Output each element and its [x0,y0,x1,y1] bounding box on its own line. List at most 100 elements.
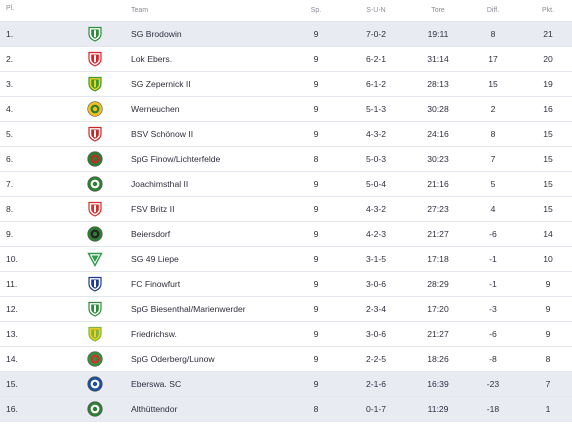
rank-cell: 7. [6,179,14,189]
rank-cell: 1. [6,29,14,39]
team-name[interactable]: SG 49 Liepe [131,254,179,264]
points: 9 [545,329,551,339]
games-played: 8 [313,404,319,414]
win-draw-loss: 4-3-2 [365,204,387,214]
table-row[interactable]: 7. Joachimsthal II 9 5-0-4 21:16 5 15 [0,172,572,197]
goal-difference: -1 [489,254,497,264]
team-name[interactable]: Friedrichsw. [131,329,177,339]
goals: 19:11 [427,29,449,39]
win-draw-loss: 6-1-2 [365,79,387,89]
goals: 31:14 [427,54,449,64]
team-name[interactable]: Beiersdorf [131,229,171,239]
table-row[interactable]: 13. Friedrichsw. 9 3-0-6 21:27 -6 9 [0,322,572,347]
team-crest-cell [85,147,105,171]
crest-blue-white-shield-icon [88,276,102,292]
table-row[interactable]: 8. FSV Britz II 9 4-3-2 27:23 4 15 [0,197,572,222]
crest-red-white-shield-icon [88,126,102,142]
team-crest-cell [85,172,105,196]
table-row[interactable]: 2. Lok Ebers. 9 6-2-1 31:14 17 20 [0,47,572,72]
team-crest-cell [85,372,105,396]
goal-difference: 5 [490,179,496,189]
table-row[interactable]: 16. Althüttendor 8 0-1-7 11:29 -18 1 [0,397,572,422]
team-name[interactable]: SG Brodowin [131,29,182,39]
rank-cell: 12. [6,304,18,314]
win-draw-loss: 4-2-3 [365,229,387,239]
table-header: Pl. Team Sp. S-U-N Tore Diff. Pkt. [0,0,572,22]
points: 10 [543,254,553,264]
goal-difference: 7 [490,154,496,164]
win-draw-loss: 2-2-5 [365,354,387,364]
header-pkt[interactable]: Pkt. [541,7,555,14]
team-name[interactable]: Eberswa. SC [131,379,182,389]
goals: 21:27 [427,229,449,239]
points: 16 [543,104,553,114]
team-name[interactable]: FSV Britz II [131,204,175,214]
team-name[interactable]: BSV Schönow II [131,129,194,139]
goals: 24:16 [427,129,449,139]
win-draw-loss: 3-1-5 [365,254,387,264]
team-name[interactable]: Werneuchen [131,104,180,114]
goals: 21:16 [427,179,449,189]
team-name[interactable]: SpG Biesenthal/Marienwerder [131,304,246,314]
rank-cell: 6. [6,154,14,164]
team-name[interactable]: SG Zepernick II [131,79,191,89]
goal-difference: 17 [488,54,498,64]
table-row[interactable]: 3. SG Zepernick II 9 6-1-2 28:13 15 19 [0,72,572,97]
header-tore[interactable]: Tore [431,7,445,14]
win-draw-loss: 2-3-4 [365,304,387,314]
points: 15 [543,204,553,214]
win-draw-loss: 0-1-7 [365,404,387,414]
table-row[interactable]: 6. SpG Finow/Lichterfelde 8 5-0-3 30:23 7 15 [0,147,572,172]
games-played: 9 [313,104,319,114]
crest-yellow-green-round-icon [87,101,103,117]
team-crest-cell [85,297,105,321]
goals: 11:29 [427,404,449,414]
team-name[interactable]: Althüttendor [131,404,178,414]
crest-blue-white-round-icon [87,376,103,392]
points: 9 [545,304,551,314]
goal-difference: 8 [490,129,496,139]
goal-difference: -6 [489,329,497,339]
team-crest-cell [85,97,105,121]
team-crest-cell [85,347,105,371]
team-crest-cell [85,397,105,421]
team-crest-cell [85,47,105,71]
points: 15 [543,129,553,139]
win-draw-loss: 5-0-4 [365,179,387,189]
goal-difference: -18 [486,404,500,414]
team-name[interactable]: FC Finowfurt [131,279,181,289]
table-row[interactable]: 9. Beiersdorf 9 4-2-3 21:27 -6 14 [0,222,572,247]
table-row[interactable]: 14. SpG Oderberg/Lunow 9 2-2-5 18:26 -8 8 [0,347,572,372]
team-crest-cell [85,197,105,221]
rank-cell: 3. [6,79,14,89]
crest-green-yellow-shield-icon [88,76,102,92]
team-crest-cell [85,272,105,296]
header-diff[interactable]: Diff. [486,7,500,14]
team-name[interactable]: Lok Ebers. [131,54,173,64]
games-played: 9 [313,204,319,214]
table-row[interactable]: 4. Werneuchen 9 5-1-3 30:28 2 16 [0,97,572,122]
rank-cell: 13. [6,329,18,339]
header-team[interactable]: Team [131,7,149,14]
points: 8 [545,354,551,364]
header-pl[interactable]: Pl. [6,5,15,12]
table-row[interactable]: 5. BSV Schönow II 9 4-3-2 24:16 8 15 [0,122,572,147]
table-row[interactable]: 10. SG 49 Liepe 9 3-1-5 17:18 -1 10 [0,247,572,272]
table-row[interactable]: 1. SG Brodowin 9 7-0-2 19:11 8 21 [0,22,572,47]
header-sp[interactable]: Sp. [310,7,322,14]
rank-cell: 5. [6,129,14,139]
team-name[interactable]: Joachimsthal II [131,179,189,189]
rank-cell: 15. [6,379,18,389]
header-sun[interactable]: S-U-N [366,7,386,14]
table-row[interactable]: 15. Eberswa. SC 9 2-1-6 16:39 -23 7 [0,372,572,397]
table-row[interactable]: 11. FC Finowfurt 9 3-0-6 28:29 -1 9 [0,272,572,297]
crest-green-black-round-icon [87,226,103,242]
crest-green-red-round-icon [87,351,103,367]
games-played: 9 [313,279,319,289]
team-name[interactable]: SpG Oderberg/Lunow [131,354,215,364]
games-played: 9 [313,254,319,264]
win-draw-loss: 4-3-2 [365,129,387,139]
table-row[interactable]: 12. SpG Biesenthal/Marienwerder 9 2-3-4 17:2… [0,297,572,322]
games-played: 9 [313,229,319,239]
team-name[interactable]: SpG Finow/Lichterfelde [131,154,221,164]
